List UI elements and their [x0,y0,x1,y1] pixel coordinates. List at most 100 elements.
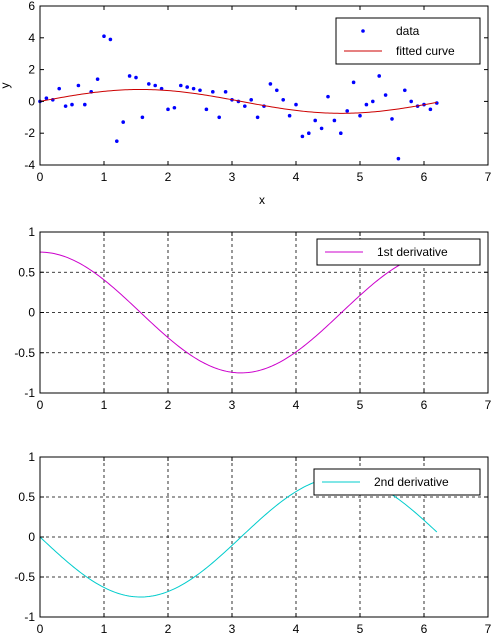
data-point [121,120,125,124]
data-point [383,93,388,97]
data-point [166,107,170,112]
data-point [326,94,330,99]
data-point [409,99,414,104]
data-point [351,80,356,85]
data-point [147,82,151,86]
data-point [44,96,49,101]
y-tick-label: 4 [28,31,35,45]
y-tick-label: -1 [24,610,35,624]
data-point [364,102,369,107]
x-tick-label: 0 [37,170,44,184]
data-point [403,88,407,93]
data-point [153,83,157,88]
x-tick-label: 5 [357,170,364,184]
y-axis-label: y [0,83,12,89]
data-point [319,126,324,131]
series-line-fitted-curve [39,88,437,114]
y-tick-label: 0 [28,94,35,108]
data-point [287,113,292,118]
data-point [134,75,138,80]
x-tick-label: 0 [37,398,44,412]
y-tick-label: -0.5 [14,346,35,360]
data-point [281,98,286,102]
y-tick-label: 6 [28,0,35,13]
legend-box [335,17,481,65]
x-tick-label: 4 [293,398,300,412]
data-point [217,115,221,120]
data-point [371,99,375,104]
data-point [172,105,177,110]
x-tick-label: 3 [229,622,236,636]
data-point [268,82,273,86]
chart-panel-3: 0 1 2 3 4 5 6 7 -1 -0.5 0 0.5 1 2nd derivative [14,450,491,636]
x-tick-label: 5 [357,622,364,636]
axes-frame [39,5,489,166]
x-tick-label: 1 [101,170,108,184]
y-tick-label: 0.5 [18,490,35,504]
x-tick-label: 2 [165,170,172,184]
x-tick-label: 3 [229,170,236,184]
legend-entry-label: 2nd derivative [374,475,449,489]
data-point [249,98,253,102]
x-tick-label: 3 [229,398,236,412]
y-tick-label: -2 [24,126,35,140]
data-point [198,88,202,93]
data-point [428,107,433,112]
legend: 2nd derivative [313,468,481,496]
data-point [243,104,247,108]
data-point [185,85,189,89]
data-point [108,37,113,42]
x-tick-label: 2 [165,622,172,636]
y-tick-label: -4 [24,158,35,172]
x-tick-label: 6 [421,398,428,412]
data-point [300,134,305,139]
data-point [179,83,183,88]
legend-marker [361,29,365,33]
data-point [57,86,61,91]
data-point [223,90,228,94]
data-point [127,74,132,78]
y-tick-label: 0 [28,530,35,544]
legend-entry-label: data [396,24,420,38]
data-point [339,131,343,135]
data-point [294,102,298,107]
data-point [76,83,81,88]
data-point [63,104,68,108]
legend: data fitted curve [335,17,481,65]
data-point [95,77,100,81]
data-point [204,107,209,112]
x-tick-label: 4 [293,622,300,636]
legend-entry-label: 1st derivative [377,245,448,259]
data-point [102,34,106,39]
x-tick-label: 6 [421,622,428,636]
data-point [115,139,119,143]
x-tick-label: 6 [421,170,428,184]
y-tick-label: -1 [24,386,35,400]
y-tick-label: -0.5 [14,570,35,584]
data-point [275,88,279,93]
data-point [390,117,394,121]
chart-panel-2: 0 1 2 3 4 5 6 7 -1 -0.5 0 0.5 1 1st derivative [14,225,491,412]
legend: 1st derivative [316,238,481,266]
data-point [140,115,145,120]
data-point [307,131,311,135]
data-point [396,156,401,161]
legend-entry-label: fitted curve [396,44,455,58]
x-tick-label: 1 [101,398,108,412]
y-tick-label: 0 [28,306,35,320]
y-tick-label: 1 [28,450,35,464]
series-line-1st-derivative [39,251,437,374]
data-point [345,109,350,113]
x-tick-label: 2 [165,398,172,412]
x-tick-label: 7 [485,170,492,184]
y-tick-label: 0.5 [18,265,35,279]
x-axis-label: x [259,193,265,207]
chart-panel-1: 0 1 2 3 4 5 6 7 -4 -2 0 2 4 6 x y data fitted curve [0,0,492,207]
data-point [255,115,260,120]
data-point [211,90,215,94]
x-tick-label: 7 [485,398,492,412]
x-tick-label: 0 [37,622,44,636]
data-point [377,74,382,78]
data-point [358,113,362,118]
